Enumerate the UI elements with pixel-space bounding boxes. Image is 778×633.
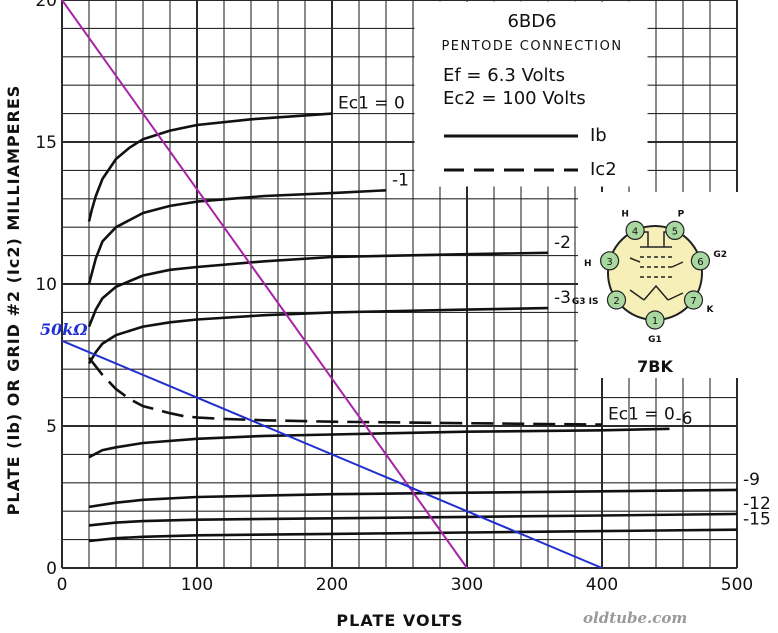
condition-ef: Ef = 6.3 Volts xyxy=(443,65,565,86)
pin-number: 2 xyxy=(613,296,619,307)
y-tick-label: 5 xyxy=(46,417,57,437)
curve--6 xyxy=(88,427,670,459)
legend-label-ic2: Ic2 xyxy=(590,159,617,180)
y-tick-label: 15 xyxy=(35,133,57,153)
pin-number: 3 xyxy=(606,257,612,268)
chart-title: 6BD6 xyxy=(507,11,556,32)
legend-background xyxy=(414,1,648,187)
x-tick-label: 300 xyxy=(451,575,483,595)
x-tick-label: 500 xyxy=(721,575,753,595)
chart-subtitle: PENTODE CONNECTION xyxy=(441,39,622,54)
curve-label: -2 xyxy=(554,233,571,253)
pin-circle xyxy=(599,251,620,271)
curve-label: -1 xyxy=(392,170,409,190)
pin-label: P xyxy=(678,209,685,219)
curve-label: Ec1 = 0 xyxy=(338,94,405,114)
curve-ec1-0 xyxy=(87,112,333,222)
y-tick-label: 20 xyxy=(35,0,57,11)
pin-label: G2 xyxy=(713,250,727,260)
load-line xyxy=(61,0,468,569)
x-tick-label: 100 xyxy=(181,575,213,595)
pin-circle xyxy=(690,251,711,271)
pin-number: 7 xyxy=(690,296,696,307)
curve-label: -6 xyxy=(676,409,693,429)
curve-label: -12 xyxy=(743,494,771,514)
pin-label: G3 IS xyxy=(572,297,599,307)
y-axis-title: PLATE (Ib) OR GRID #2 (Ic2) MILLIAMPERES xyxy=(4,85,23,516)
curve-label: -9 xyxy=(743,470,760,490)
x-axis-ticks: 0 100 200 300 400 500 xyxy=(57,575,754,595)
pin-label: K xyxy=(707,305,715,315)
load-lines: Zl=15kΩ50kΩ xyxy=(40,0,603,569)
legend-label-ib: Ib xyxy=(590,125,607,146)
curve-ec1-0-ic2- xyxy=(87,356,603,426)
y-tick-label: 0 xyxy=(46,559,57,579)
x-tick-label: 400 xyxy=(586,575,618,595)
x-tick-label: 0 xyxy=(57,575,68,595)
curve--3 xyxy=(87,306,549,365)
pin-label: G1 xyxy=(648,335,662,345)
watermark-text: oldtube.com xyxy=(583,609,687,627)
curve--9 xyxy=(88,488,738,509)
load-line xyxy=(61,339,603,569)
x-tick-label: 200 xyxy=(316,575,348,595)
x-axis-title: PLATE VOLTS xyxy=(336,611,463,630)
curve--12 xyxy=(88,512,738,527)
pin-label: H xyxy=(621,209,629,219)
curve--1 xyxy=(87,189,387,285)
y-axis-ticks: 0 5 10 15 20 xyxy=(35,0,57,579)
base-type-label: 7BK xyxy=(637,357,673,376)
characteristic-curves xyxy=(87,112,738,543)
load-line-label: 50kΩ xyxy=(40,320,88,339)
curve-label: Ec1 = 0 xyxy=(608,405,675,425)
pin-circle xyxy=(606,290,627,310)
curve-label: -15 xyxy=(743,510,771,530)
curve-label: -3 xyxy=(554,288,571,308)
legend-box: 6BD6 PENTODE CONNECTION Ef = 6.3 Volts E… xyxy=(414,1,648,187)
pin-circle xyxy=(645,310,665,330)
pin-circle xyxy=(625,220,645,240)
pin-circle xyxy=(683,290,704,310)
pin-number: 1 xyxy=(652,316,658,327)
curve--2 xyxy=(87,251,549,328)
pin-circle xyxy=(665,220,685,240)
pin-number: 5 xyxy=(672,226,678,237)
pin-number: 6 xyxy=(697,257,703,268)
y-tick-label: 10 xyxy=(35,275,57,295)
condition-ec2: Ec2 = 100 Volts xyxy=(443,88,586,109)
pin-label: H xyxy=(584,259,592,269)
pin-number: 4 xyxy=(632,226,638,237)
curve--15 xyxy=(88,528,738,543)
